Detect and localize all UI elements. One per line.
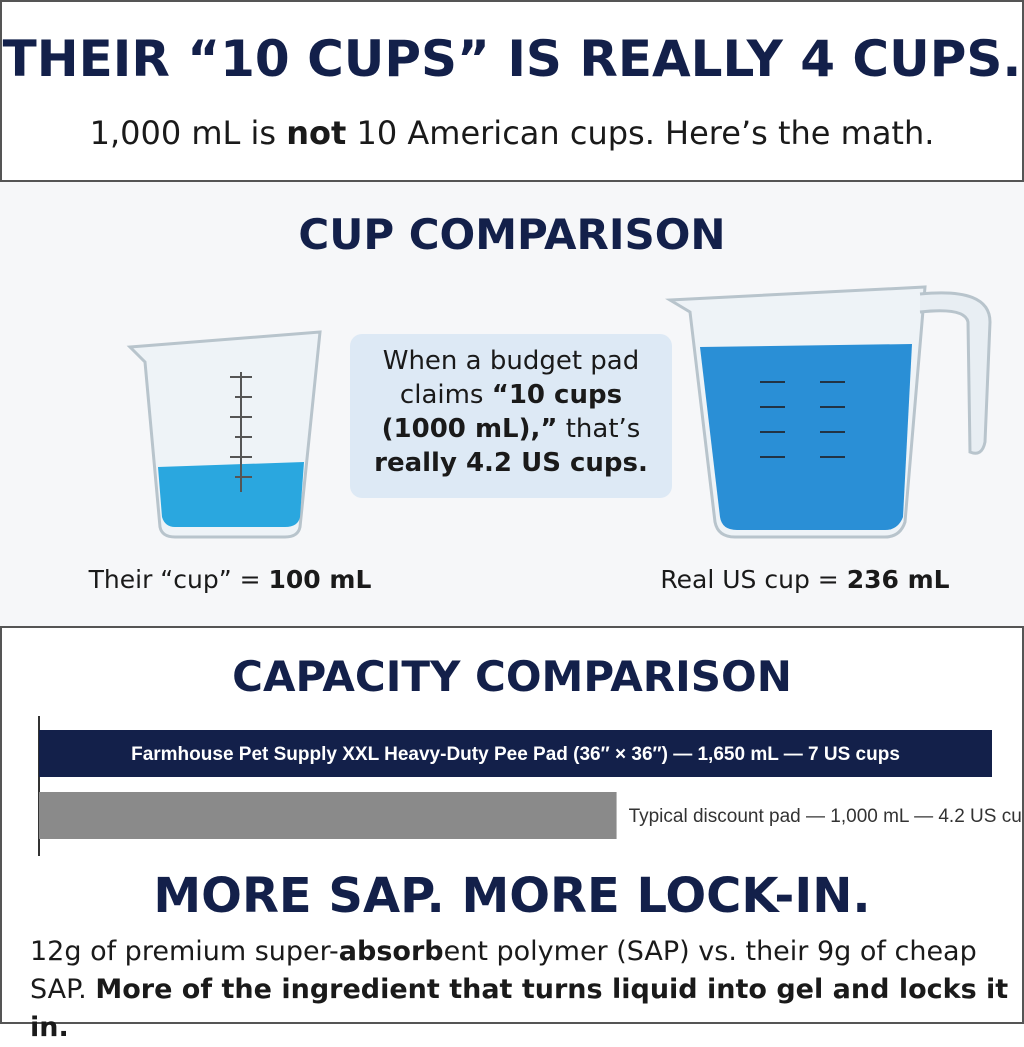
callout: When a budget pad claims “10 cups (1000 … [350, 334, 672, 498]
bar [39, 730, 992, 777]
text: 10 American cups. Here’s the math. [346, 114, 935, 152]
cup-illustrations [126, 285, 992, 539]
header-box: THEIR “10 CUPS” IS REALLY 4 CUPS. 1,000 … [0, 0, 1024, 182]
sap-title: MORE SAP. MORE LOCK-IN. [153, 868, 871, 924]
bar [39, 792, 617, 839]
cup-section: CUP COMPARISON When a budget pad claims … [0, 182, 1024, 626]
text: that’s [557, 414, 641, 444]
text: “10 cups (1000 mL),” [381, 380, 623, 444]
header-title: THEIR “10 CUPS” IS REALLY 4 CUPS. [2, 30, 1022, 88]
text: When a budget pad claims [382, 346, 640, 410]
text: not [286, 114, 347, 152]
text: absorb [338, 936, 444, 967]
bar-label: Typical discount pad — 1,000 mL — 4.2 US… [629, 806, 1022, 827]
section-title: CUP COMPARISON [298, 210, 726, 259]
sap-body: 12g of premium super-absorbent polymer (… [30, 933, 1010, 1047]
text: 12g of premium super- [30, 936, 339, 967]
chart-title: CAPACITY COMPARISON [232, 652, 792, 701]
large-cup [665, 285, 992, 539]
header-subtitle: 1,000 mL is not 10 American cups. Here’s… [2, 114, 1022, 152]
chart: Farmhouse Pet Supply XXL Heavy-Duty Pee … [38, 716, 1022, 856]
text: 100 mL [268, 565, 372, 594]
text: Their “cup” = [88, 565, 269, 594]
text: 236 mL [846, 565, 950, 594]
bar-label: Farmhouse Pet Supply XXL Heavy-Duty Pee … [131, 744, 900, 765]
small-cup [126, 330, 322, 539]
right-label: Real US cup = 236 mL [610, 565, 1000, 594]
text: More of the ingredient that turns liquid… [30, 974, 1009, 1043]
left-label: Their “cup” = 100 mL [40, 565, 420, 594]
text: 1,000 mL is [89, 114, 287, 152]
text: ent polymer (SAP) vs. their 9g of cheap … [30, 936, 977, 1005]
capacity-box: CAPACITY COMPARISON Farmhouse Pet Supply… [0, 626, 1024, 1043]
text: really 4.2 US cups. [374, 448, 648, 478]
text: Real US cup = [660, 565, 847, 594]
